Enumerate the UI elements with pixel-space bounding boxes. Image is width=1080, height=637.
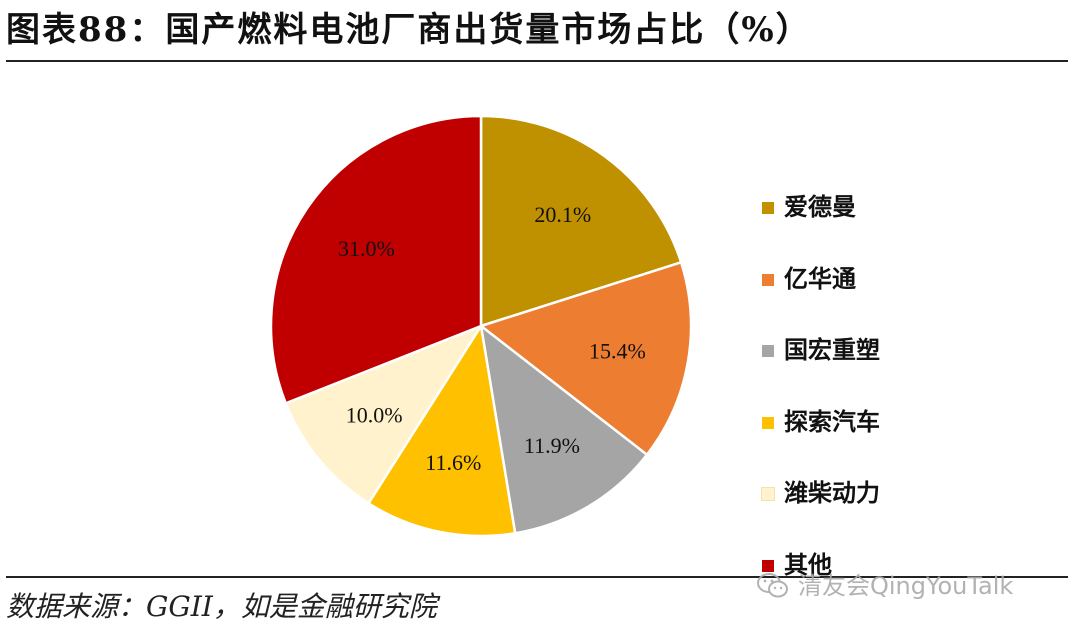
legend-label: 潍柴动力 — [784, 479, 880, 507]
legend-label: 国宏重塑 — [784, 336, 880, 364]
legend-swatch — [762, 273, 774, 286]
chart-title: 图表88：国产燃料电池厂商出货量市场占比（%） — [6, 10, 812, 50]
watermark-text: 清友会QingYouTalk — [798, 572, 1014, 600]
source-note: 数据来源：GGII，如是金融研究院 — [6, 590, 437, 623]
legend-item-3: 国宏重塑 — [762, 333, 992, 405]
legend-item-2: 亿华通 — [762, 262, 992, 334]
pie-svg: 20.1% 15.4% 11.9% 11.6% 10.0% 31.0% — [269, 114, 693, 538]
legend-item-4: 探索汽车 — [762, 405, 992, 477]
legend-swatch — [762, 345, 774, 357]
legend-label: 亿华通 — [784, 264, 856, 293]
bottom-divider — [6, 576, 1068, 578]
legend-item-6: 其他 — [762, 548, 992, 620]
legend-item-5: 潍柴动力 — [761, 476, 992, 548]
slice-label-4: 11.6% — [425, 450, 481, 475]
pie-slice-6 — [269, 114, 483, 405]
legend-label: 探索汽车 — [784, 407, 880, 436]
slice-label-5: 10.0% — [346, 402, 403, 427]
wechat-icon — [757, 573, 788, 598]
legend-swatch — [762, 416, 774, 429]
legend-swatch — [761, 487, 775, 501]
slice-label-3: 11.9% — [524, 433, 580, 458]
pie-slice-2 — [478, 260, 693, 457]
pie-slice-5 — [284, 323, 485, 506]
pie-slice-1 — [479, 114, 683, 328]
legend-label: 其他 — [784, 550, 832, 579]
legend-item-1: 爱德曼 — [762, 190, 992, 262]
slice-label-2: 15.4% — [589, 338, 646, 363]
legend-label: 爱德曼 — [784, 193, 856, 221]
pie-chart: 20.1% 15.4% 11.9% 11.6% 10.0% 31.0% 爱德曼亿华通国宏重… — [0, 62, 1080, 579]
legend-swatch — [762, 202, 774, 214]
legend-swatch — [762, 559, 774, 572]
pie-slice-4 — [366, 322, 517, 538]
slice-label-1: 20.1% — [534, 202, 591, 227]
watermark: 清友会QingYouTalk — [756, 568, 1013, 604]
top-divider — [6, 60, 1068, 62]
slice-label-6: 31.0% — [338, 236, 395, 261]
legend: 爱德曼亿华通国宏重塑探索汽车潍柴动力其他 — [761, 190, 992, 620]
pie-slice-3 — [479, 323, 649, 535]
